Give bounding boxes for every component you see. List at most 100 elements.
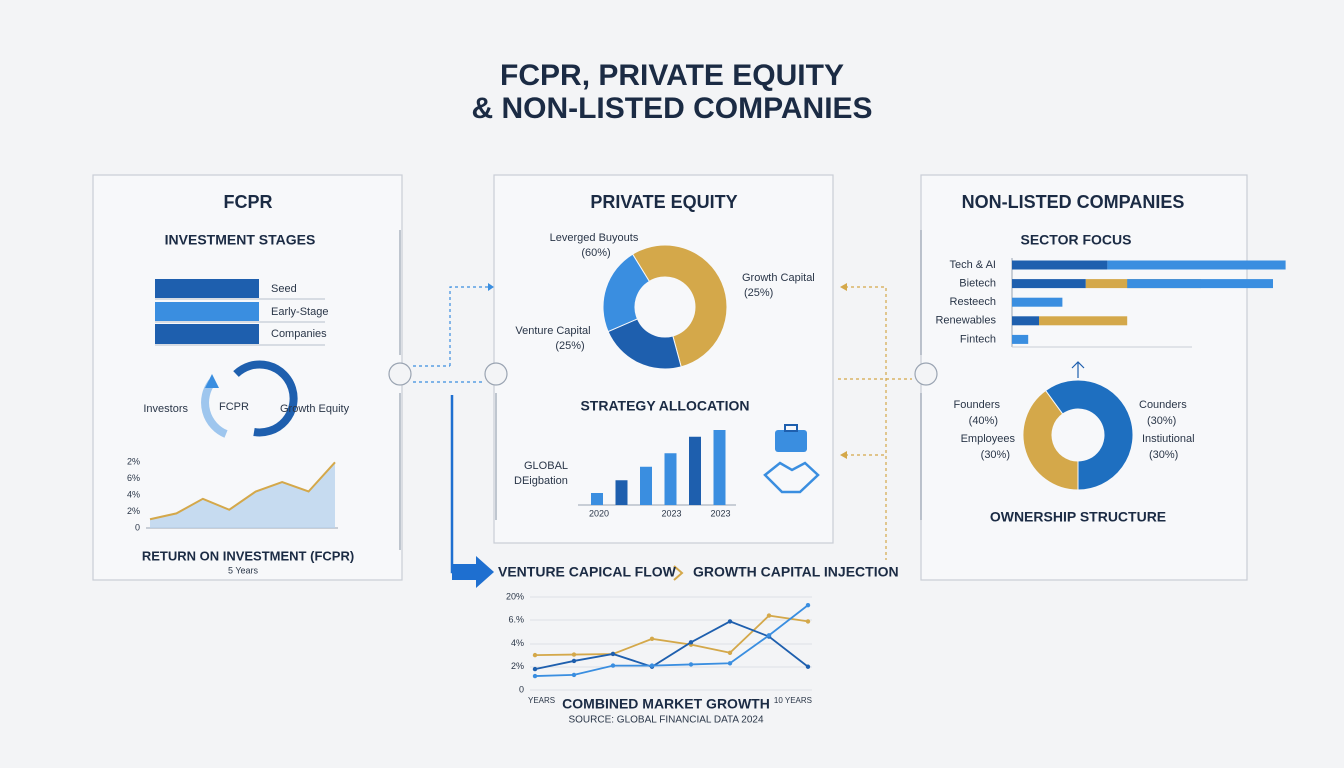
cycle-arrow — [205, 374, 219, 388]
axis-label: GLOBAL — [524, 460, 568, 472]
stage-bar — [155, 302, 259, 321]
slice-label: Instiutional — [1142, 433, 1195, 445]
y-tick-label: 6.% — [508, 615, 524, 625]
y-tick-label: 0 — [519, 684, 524, 694]
node — [388, 362, 412, 386]
y-tick-label: 2% — [511, 661, 524, 671]
chart-subtitle: 5 Years — [228, 565, 259, 575]
arrow-head — [840, 451, 847, 459]
panel-heading: FCPR — [224, 192, 273, 212]
x-label: 10 YEARS — [774, 696, 812, 705]
donut-slice — [1022, 389, 1079, 491]
point — [571, 672, 577, 678]
flow-label: VENTURE CAPICAL FLOW — [498, 564, 677, 580]
x-tick-label: 2023 — [710, 508, 730, 518]
y-tick-label: 6% — [127, 473, 140, 483]
flow-label: GROWTH CAPITAL INJECTION — [693, 564, 899, 580]
section-title: INVESTMENT STAGES — [165, 232, 316, 248]
panel — [920, 174, 1248, 581]
slice-label: (30%) — [981, 449, 1010, 461]
point — [532, 652, 538, 658]
chevron — [673, 565, 684, 581]
bar-segment — [1127, 279, 1273, 289]
y-tick-label: 2% — [127, 456, 140, 466]
slice-label: Founders — [954, 399, 1001, 411]
line — [534, 604, 809, 677]
slice-label: Employees — [961, 433, 1016, 445]
cycle-arc — [201, 379, 228, 438]
node — [914, 362, 938, 386]
arrow-head — [840, 283, 847, 291]
cycle-arc — [233, 360, 298, 437]
briefcase-icon — [775, 430, 807, 452]
title-line: FCPR, PRIVATE EQUITY — [500, 59, 844, 92]
source: SOURCE: GLOBAL FINANCIAL DATA 2024 — [568, 715, 764, 726]
chart-title: OWNERSHIP STRUCTURE — [990, 509, 1166, 525]
bar-segment — [1012, 334, 1029, 344]
line — [149, 461, 336, 521]
y-tick-label: Renewables — [935, 315, 996, 327]
connector — [845, 286, 887, 560]
y-tick-label: 4% — [127, 489, 140, 499]
slice-label: (30%) — [1149, 449, 1178, 461]
bar-segment — [1012, 279, 1086, 289]
slice-label: Growth Capital — [742, 272, 815, 284]
bar — [713, 430, 726, 505]
bar-segment — [1107, 260, 1286, 270]
point — [532, 666, 538, 672]
bar — [640, 466, 652, 505]
point — [610, 663, 616, 668]
y-tick-label: Tech & AI — [950, 259, 996, 271]
point — [649, 636, 655, 642]
point — [727, 661, 733, 666]
stage-bar — [155, 279, 259, 298]
point — [610, 651, 616, 657]
stage-label: Companies — [271, 328, 327, 340]
cycle-label: FCPR — [219, 401, 249, 413]
point — [766, 633, 772, 638]
bar-segment — [1012, 260, 1108, 270]
slice-label: (25%) — [744, 287, 773, 299]
y-tick-label: 20% — [506, 591, 524, 601]
point — [532, 673, 538, 679]
x-tick-label: 2023 — [661, 508, 681, 518]
y-tick-label: 2% — [127, 506, 140, 516]
x-label: YEARS — [528, 696, 555, 705]
point — [649, 663, 655, 668]
slice-label: (40%) — [969, 415, 998, 427]
bar — [664, 453, 677, 505]
panel-heading: NON-LISTED COMPANIES — [962, 192, 1185, 212]
bar-segment — [1012, 297, 1063, 307]
axis-label: DEigbation — [514, 475, 568, 487]
y-tick-label: Resteech — [950, 296, 996, 308]
section-title: SECTOR FOCUS — [1021, 232, 1132, 248]
point — [805, 602, 811, 608]
y-tick-label: Bietech — [959, 278, 996, 290]
point — [688, 662, 694, 667]
donut-slice — [1044, 379, 1134, 491]
slice-label: Leverged Buyouts — [550, 232, 639, 244]
slice-label: (60%) — [581, 247, 610, 259]
cycle-label: Growth Equity — [280, 403, 350, 415]
donut-slice — [602, 253, 651, 333]
briefcase-icon — [784, 424, 798, 432]
slice-label: (25%) — [555, 340, 584, 352]
bar-segment — [1012, 316, 1039, 326]
point — [805, 619, 811, 624]
point — [688, 640, 694, 645]
y-tick-label: 0 — [135, 522, 140, 532]
connectors — [388, 230, 1085, 581]
line — [534, 614, 809, 657]
slice-label: Venture Capital — [515, 325, 590, 337]
line — [534, 620, 809, 670]
section-title: STRATEGY ALLOCATION — [580, 398, 749, 414]
stage-bar — [155, 324, 259, 344]
connector — [449, 286, 488, 366]
slice-label: Counders — [1139, 399, 1187, 411]
point — [805, 664, 811, 669]
stage-label: Seed — [271, 283, 297, 295]
point — [571, 652, 577, 657]
point — [727, 650, 733, 655]
donut-slice — [631, 244, 728, 368]
